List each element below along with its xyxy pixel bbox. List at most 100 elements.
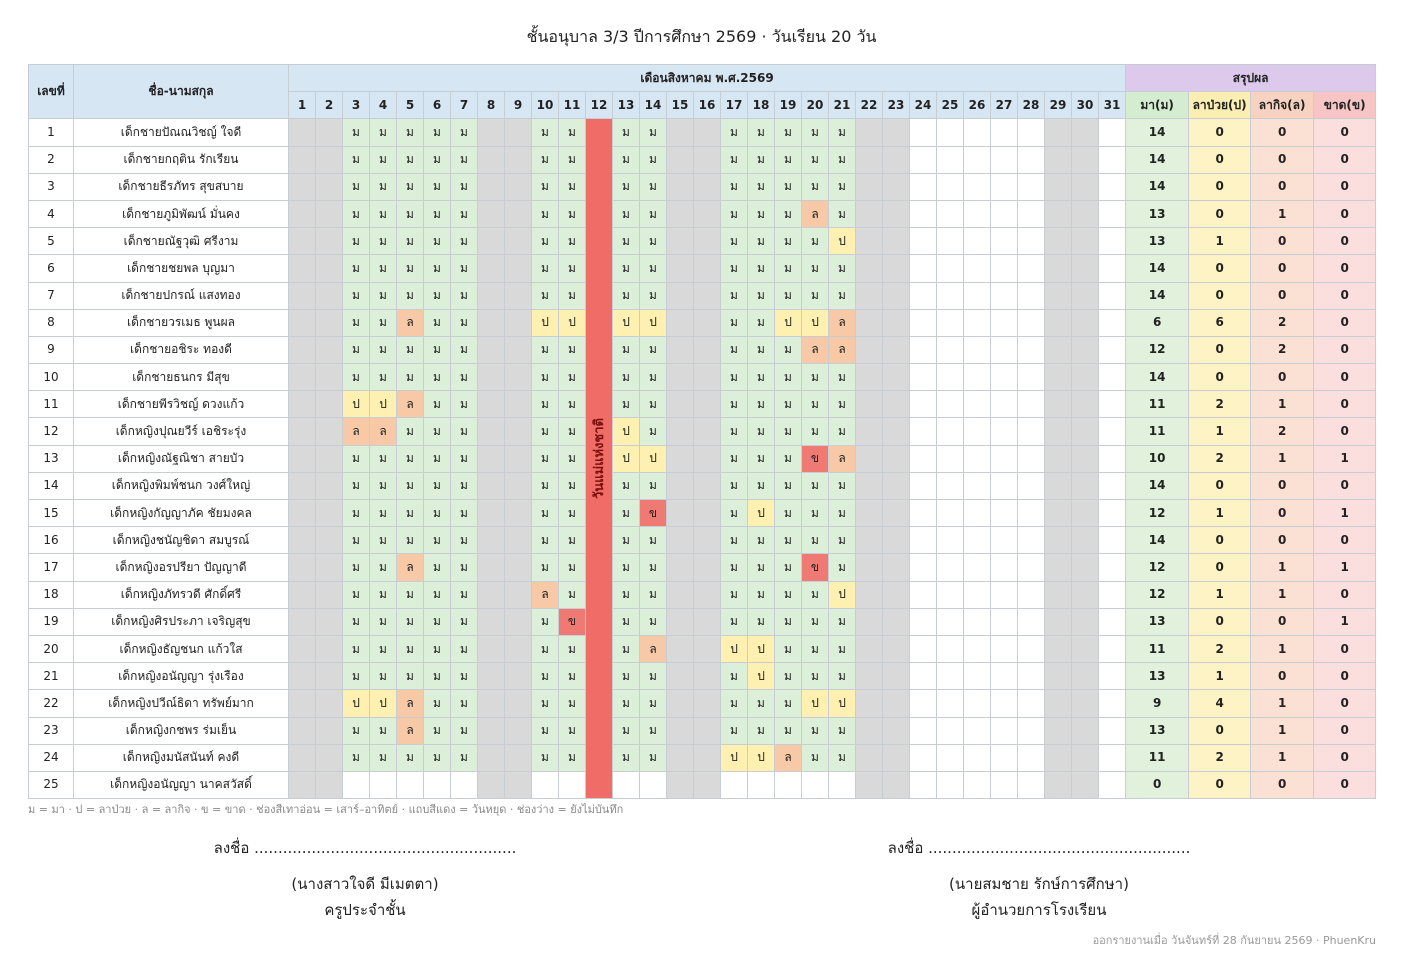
summary-present: 13 xyxy=(1125,227,1190,256)
signatory-role: ครูประจำชั้น xyxy=(324,901,406,919)
empty-cell xyxy=(963,281,991,310)
weekend-cell xyxy=(288,716,316,745)
summary-present: 0 xyxy=(1125,770,1190,800)
summary-sick: 2 xyxy=(1188,634,1252,664)
attendance-cell: ม xyxy=(720,118,748,147)
attendance-cell: ม xyxy=(747,390,775,419)
attendance-cell: ม xyxy=(369,634,397,664)
attendance-cell: ม xyxy=(450,227,478,256)
empty-cell xyxy=(1017,580,1045,609)
student-number: 20 xyxy=(28,634,74,664)
empty-cell xyxy=(990,553,1018,582)
attendance-cell: ม xyxy=(639,390,667,419)
weekend-cell xyxy=(666,227,694,256)
attendance-cell: ม xyxy=(450,172,478,201)
attendance-cell: ม xyxy=(558,199,586,229)
weekend-cell xyxy=(666,172,694,201)
empty-cell xyxy=(936,471,964,501)
student-row: 18 เด็กหญิงภัทรวดี ศักดิ์ศรีมมมมมลมมมมมมม… xyxy=(28,580,1377,609)
student-number: 8 xyxy=(28,308,74,337)
summary-absent: 0 xyxy=(1313,118,1377,147)
attendance-cell: ป xyxy=(801,689,829,718)
empty-cell xyxy=(909,227,937,256)
attendance-cell: ม xyxy=(720,308,748,337)
attendance-cell: ม xyxy=(423,199,451,229)
weekend-cell xyxy=(1071,390,1099,419)
attendance-cell: ม xyxy=(396,662,424,691)
attendance-cell: ม xyxy=(828,498,856,528)
weekend-cell xyxy=(1071,363,1099,392)
student-name: เด็กหญิงพิมพ์ชนก วงศ์ใหญ่ xyxy=(73,471,289,501)
attendance-cell: ม xyxy=(342,199,370,229)
day-header: 20 xyxy=(801,91,829,120)
student-row: 9 เด็กชายอชิระ ทองดีมมมมมมมมมมมมลล 12 0 2 0 xyxy=(28,335,1377,365)
day-header: 9 xyxy=(504,91,532,120)
attendance-cell xyxy=(558,770,586,800)
student-number: 16 xyxy=(28,526,74,555)
weekend-cell xyxy=(288,118,316,147)
empty-cell xyxy=(963,634,991,664)
empty-cell xyxy=(963,498,991,528)
summary-present: 9 xyxy=(1125,689,1190,718)
empty-cell xyxy=(990,770,1018,800)
empty-cell xyxy=(1097,118,1127,147)
weekend-cell xyxy=(1071,118,1099,147)
attendance-cell: ม xyxy=(558,335,586,365)
attendance-cell: ม xyxy=(828,471,856,501)
attendance-cell: ม xyxy=(423,118,451,147)
summary-present: 14 xyxy=(1125,471,1190,501)
student-number: 12 xyxy=(28,417,74,446)
weekend-cell xyxy=(1071,471,1099,501)
attendance-cell: ม xyxy=(531,634,559,664)
attendance-cell: ม xyxy=(747,471,775,501)
attendance-cell: ม xyxy=(612,526,640,555)
attendance-cell: ม xyxy=(801,227,829,256)
weekend-cell xyxy=(477,634,505,664)
attendance-cell: ม xyxy=(342,526,370,555)
attendance-cell: ม xyxy=(531,607,559,636)
attendance-cell: ม xyxy=(423,254,451,283)
weekend-cell xyxy=(1044,172,1072,201)
summary-sick: 0 xyxy=(1188,526,1252,555)
weekend-cell xyxy=(477,118,505,147)
summary-absent: 0 xyxy=(1313,172,1377,201)
weekend-cell xyxy=(1071,172,1099,201)
attendance-cell: ม xyxy=(747,227,775,256)
attendance-cell: ม xyxy=(423,498,451,528)
attendance-cell: ม xyxy=(450,716,478,745)
attendance-cell: ม xyxy=(801,145,829,174)
empty-cell xyxy=(1097,145,1127,174)
weekend-cell xyxy=(315,145,343,174)
attendance-cell: ม xyxy=(747,172,775,201)
weekend-cell xyxy=(693,607,721,636)
attendance-cell xyxy=(531,770,559,800)
attendance-cell: ม xyxy=(774,444,802,473)
attendance-cell: ม xyxy=(369,254,397,283)
day-header: 14 xyxy=(639,91,667,120)
attendance-cell: ป xyxy=(612,444,640,473)
empty-cell xyxy=(1097,390,1127,419)
attendance-cell: ม xyxy=(423,743,451,772)
weekend-cell xyxy=(855,145,883,174)
attendance-cell: ม xyxy=(423,444,451,473)
weekend-cell xyxy=(504,199,532,229)
attendance-cell xyxy=(639,770,667,800)
attendance-cell: ม xyxy=(612,743,640,772)
day-header: 30 xyxy=(1071,91,1099,120)
empty-cell xyxy=(936,118,964,147)
attendance-cell: ป xyxy=(828,227,856,256)
weekend-cell xyxy=(288,145,316,174)
attendance-cell: ป xyxy=(369,689,397,718)
empty-cell xyxy=(963,607,991,636)
attendance-cell xyxy=(342,770,370,800)
attendance-cell: ม xyxy=(720,716,748,745)
weekend-cell xyxy=(693,363,721,392)
student-number: 21 xyxy=(28,662,74,691)
attendance-cell: ม xyxy=(369,743,397,772)
attendance-cell: ม xyxy=(801,254,829,283)
attendance-cell: ม xyxy=(774,335,802,365)
weekend-cell xyxy=(477,607,505,636)
summary-present: 14 xyxy=(1125,118,1190,147)
attendance-cell: ม xyxy=(558,526,586,555)
empty-cell xyxy=(1097,743,1127,772)
